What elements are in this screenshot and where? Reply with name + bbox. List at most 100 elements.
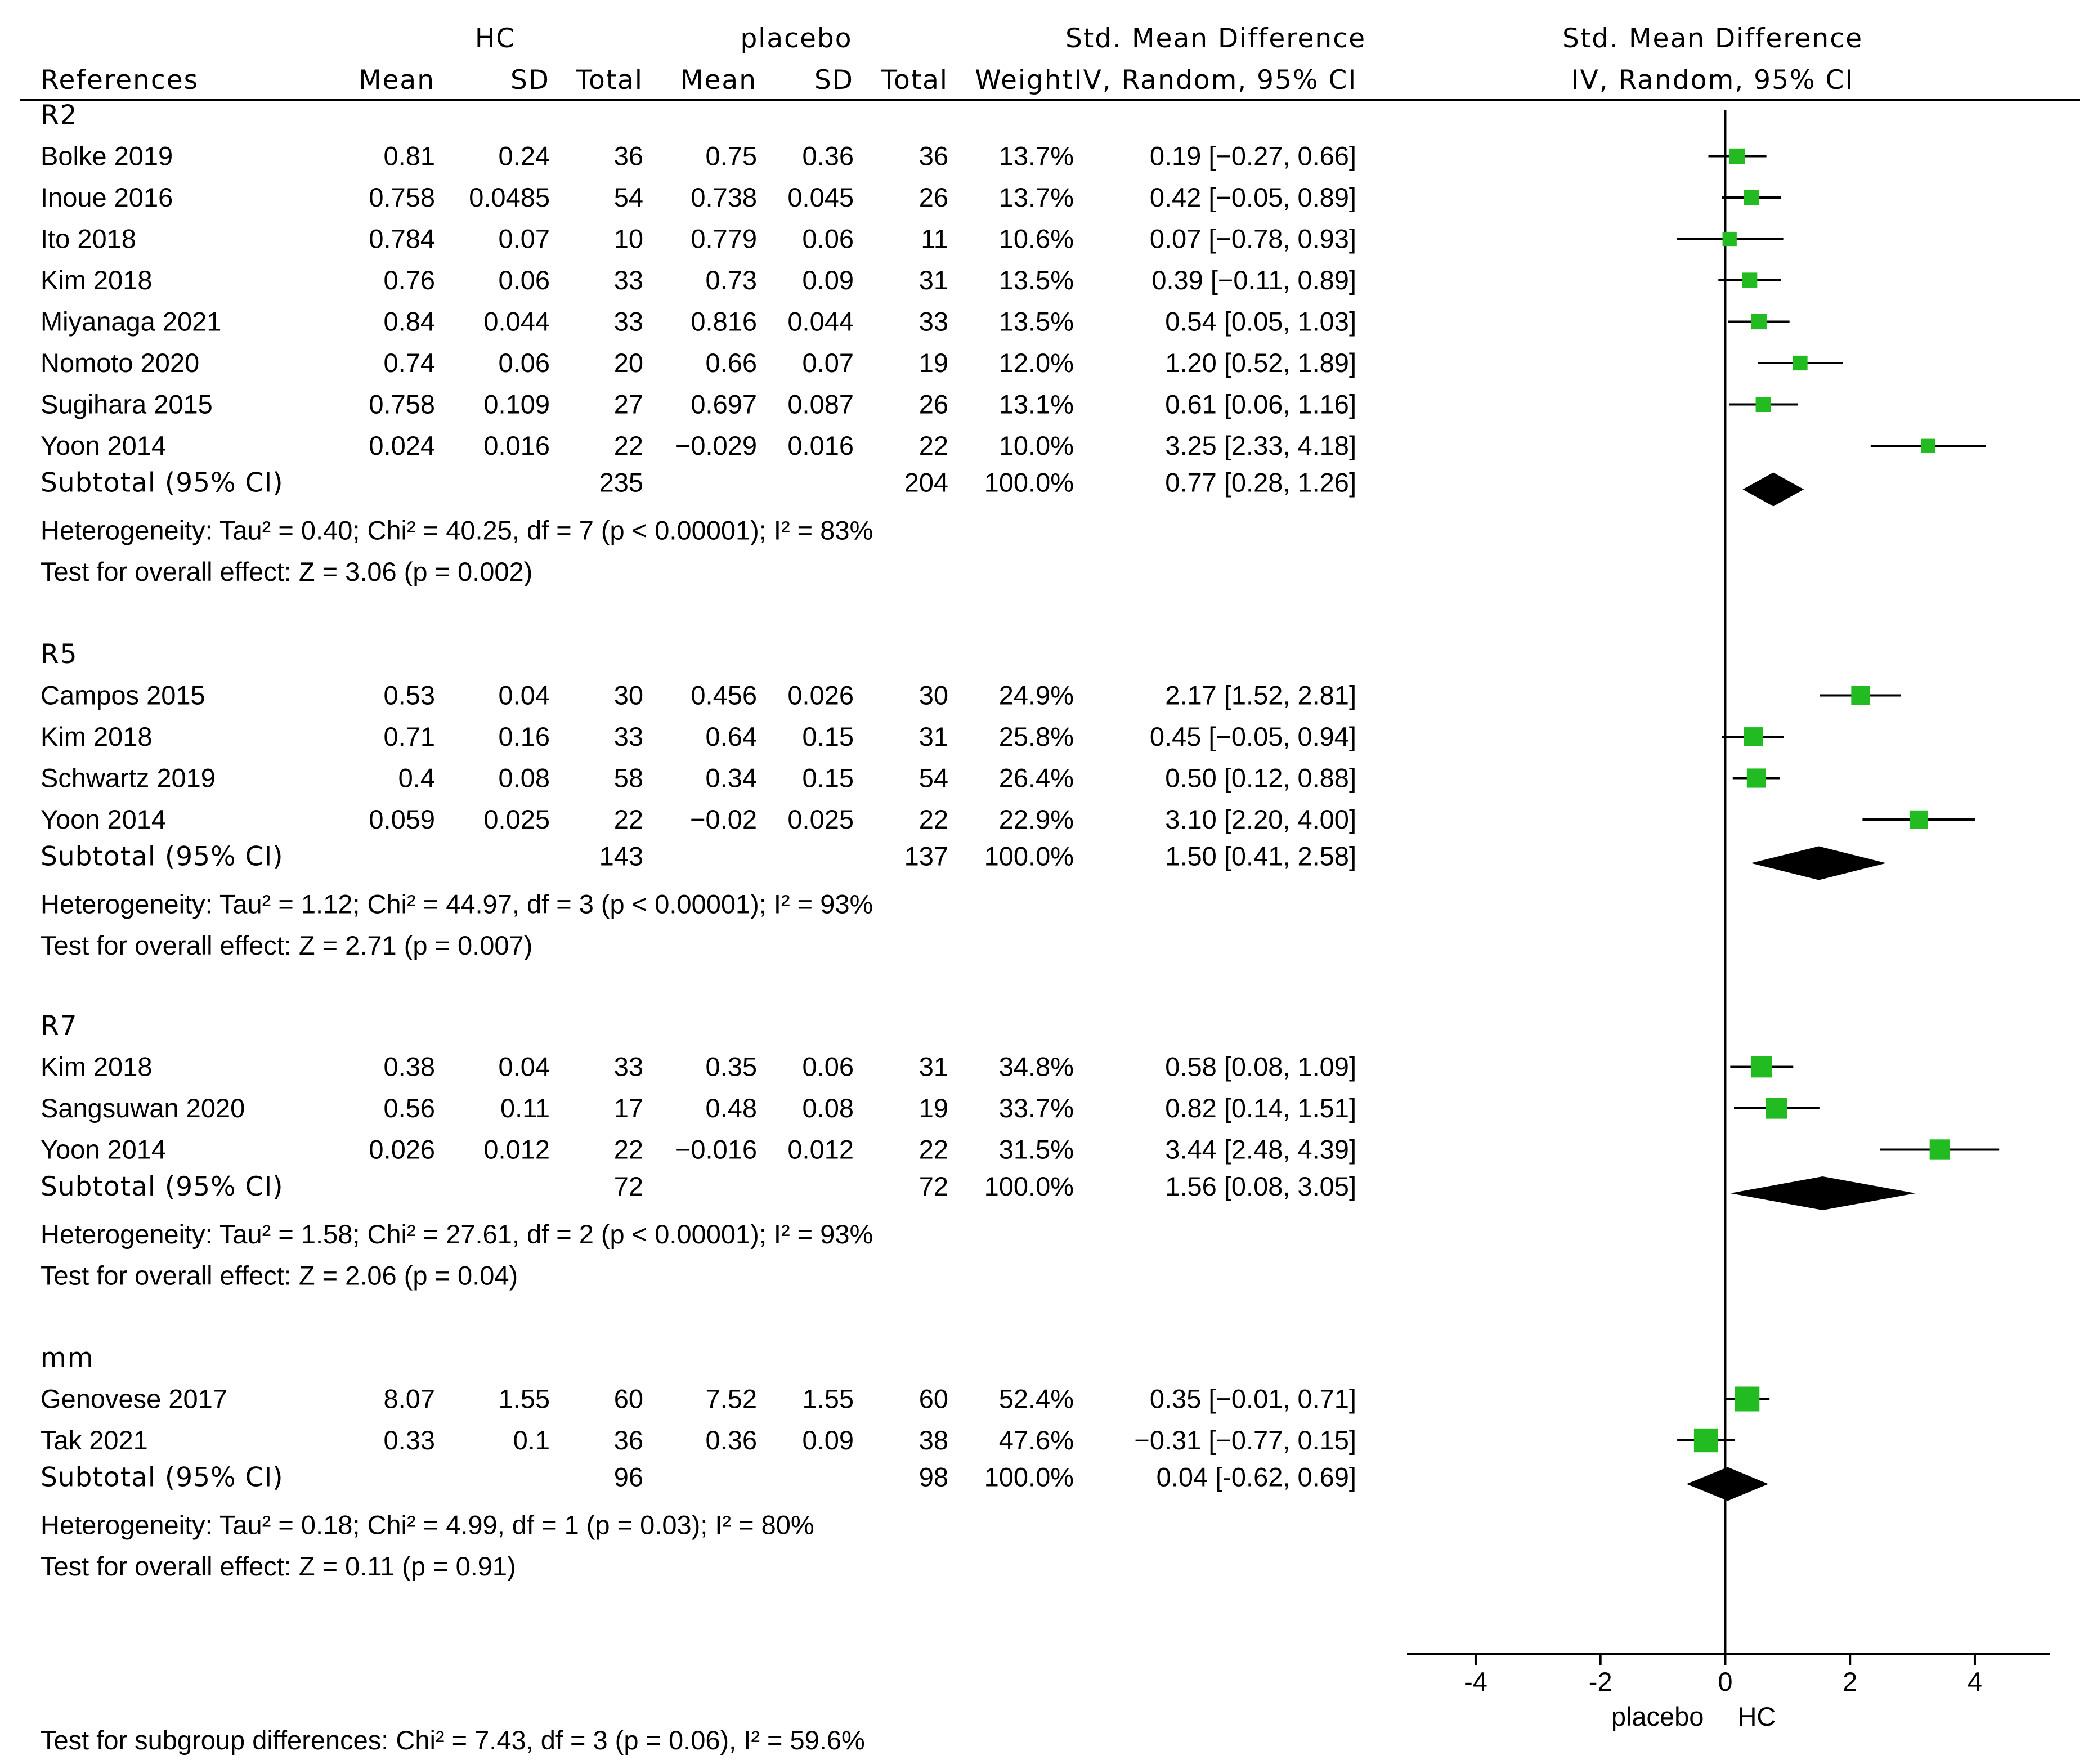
study-r7-3-placebo-sd: 0.012 [787, 1135, 854, 1165]
study-mm-2-placebo-sd: 0.09 [803, 1425, 854, 1455]
study-r2-1-hc-sd: 0.24 [499, 141, 550, 171]
study-r7-3-hc-mean: 0.026 [369, 1135, 435, 1165]
study-r2-5-hc-sd: 0.044 [483, 307, 550, 337]
study-r5-1-ci-text: 2.17 [1.52, 2.81] [1165, 680, 1356, 710]
study-r7-3-name: Yoon 2014 [41, 1135, 166, 1165]
study-r7-2-hc-mean: 0.56 [384, 1093, 435, 1123]
study-mm-1-ci-text: 0.35 [−0.01, 0.71] [1150, 1384, 1356, 1414]
study-r7-1-point [1750, 1056, 1772, 1078]
study-mm-1-point [1735, 1386, 1760, 1412]
study-r2-5-weight: 13.5% [999, 307, 1074, 337]
study-r2-2-point [1744, 190, 1759, 205]
study-r7-3-hc-sd: 0.012 [483, 1135, 550, 1165]
study-mm-1-hc-sd: 1.55 [499, 1384, 550, 1414]
subtotal-r2-hc-total: 235 [599, 468, 643, 498]
header-placebo-total: Total [880, 65, 948, 96]
study-r7-1-weight: 34.8% [999, 1052, 1074, 1082]
subtotal-r5-hc-total: 143 [599, 841, 643, 871]
study-r2-4-name: Kim 2018 [41, 265, 153, 295]
study-r5-2-weight: 25.8% [999, 722, 1074, 751]
study-r5-3-placebo-mean: 0.34 [706, 763, 757, 793]
study-r5-2-placebo-sd: 0.15 [803, 722, 854, 751]
subgroup-label-r7: R7 [41, 1010, 78, 1041]
subtotal-r7-weight: 100.0% [984, 1171, 1074, 1201]
study-r5-1-hc-sd: 0.04 [499, 680, 550, 710]
study-r5-2-name: Kim 2018 [41, 722, 153, 751]
subtotal-r5-diamond [1750, 846, 1887, 880]
study-r2-1-hc-mean: 0.81 [384, 141, 435, 171]
study-r7-3-placebo-mean: −0.016 [675, 1135, 757, 1165]
study-mm-2-placebo-mean: 0.36 [706, 1425, 757, 1455]
study-r5-4-hc-mean: 0.059 [369, 804, 435, 834]
study-r2-1-hc-total: 36 [614, 141, 643, 171]
subtotal-r5-ci-text: 1.50 [0.41, 2.58] [1165, 841, 1356, 871]
favours-right-label: HC [1737, 1702, 1776, 1731]
study-r2-8-placebo-mean: −0.029 [675, 431, 757, 460]
header-hc: HC [475, 23, 516, 54]
study-r5-2-hc-mean: 0.71 [384, 722, 435, 751]
subtotal-r2-ci-text: 0.77 [0.28, 1.26] [1165, 468, 1356, 498]
study-r2-6-placebo-total: 19 [919, 348, 948, 378]
study-r2-8-weight: 10.0% [999, 431, 1074, 460]
study-r2-2-hc-total: 54 [614, 182, 643, 212]
subtotal-mm-hc-total: 96 [614, 1462, 643, 1492]
study-r2-6-ci-text: 1.20 [0.52, 1.89] [1165, 348, 1356, 378]
study-r5-1-hc-mean: 0.53 [384, 680, 435, 710]
study-r2-6-placebo-mean: 0.66 [706, 348, 757, 378]
study-r7-2-placebo-mean: 0.48 [706, 1093, 757, 1123]
study-r2-8-placebo-sd: 0.016 [787, 431, 854, 460]
study-mm-2-placebo-total: 38 [919, 1425, 948, 1455]
study-r2-7-ci-text: 0.61 [0.06, 1.16] [1165, 389, 1356, 419]
study-r5-4-placebo-mean: −0.02 [690, 804, 757, 834]
study-r5-1-placebo-sd: 0.026 [787, 680, 854, 710]
study-r2-7-hc-mean: 0.758 [369, 389, 435, 419]
study-r2-1-name: Bolke 2019 [41, 141, 173, 171]
study-r7-1-hc-total: 33 [614, 1052, 643, 1082]
study-r2-3-weight: 10.6% [999, 224, 1074, 254]
study-r2-3-hc-sd: 0.07 [499, 224, 550, 254]
subtotal-r7-ci-text: 1.56 [0.08, 3.05] [1165, 1171, 1356, 1201]
study-r7-1-placebo-mean: 0.35 [706, 1052, 757, 1082]
subgroup-label-r2: R2 [41, 100, 78, 131]
study-r5-2-placebo-total: 31 [919, 722, 948, 751]
study-r5-4-placebo-total: 22 [919, 804, 948, 834]
study-r2-1-weight: 13.7% [999, 141, 1074, 171]
x-tick-label-3: 0 [1718, 1667, 1732, 1696]
study-r2-7-placebo-mean: 0.697 [691, 389, 757, 419]
study-r5-2-placebo-mean: 0.64 [706, 722, 757, 751]
study-r2-6-hc-sd: 0.06 [499, 348, 550, 378]
study-r5-3-placebo-sd: 0.15 [803, 763, 854, 793]
study-r5-3-name: Schwartz 2019 [41, 763, 216, 793]
study-r2-7-point [1755, 397, 1771, 412]
study-r7-3-hc-total: 22 [614, 1135, 643, 1165]
study-r7-1-placebo-total: 31 [919, 1052, 948, 1082]
study-r2-1-point [1729, 148, 1745, 164]
study-mm-2-weight: 47.6% [999, 1425, 1074, 1455]
study-r7-3-weight: 31.5% [999, 1135, 1074, 1165]
study-r2-2-placebo-mean: 0.738 [691, 182, 757, 212]
study-r2-2-hc-mean: 0.758 [369, 182, 435, 212]
study-mm-1-weight: 52.4% [999, 1384, 1074, 1414]
header-references: References [41, 65, 199, 96]
study-mm-1-hc-mean: 8.07 [384, 1384, 435, 1414]
study-r2-4-placebo-sd: 0.09 [803, 265, 854, 295]
study-r2-3-hc-mean: 0.784 [369, 224, 435, 254]
study-r2-1-placebo-mean: 0.75 [706, 141, 757, 171]
study-mm-2-point [1693, 1428, 1718, 1453]
x-tick-label-5: 4 [1968, 1667, 1982, 1696]
study-r2-8-hc-total: 22 [614, 431, 643, 460]
study-r5-1-point [1851, 686, 1870, 705]
study-r2-7-hc-sd: 0.109 [483, 389, 550, 419]
study-r2-3-placebo-mean: 0.779 [691, 224, 757, 254]
study-r7-3-placebo-total: 22 [919, 1135, 948, 1165]
overall-effect-r2: Test for overall effect: Z = 3.06 (p = 0… [41, 557, 532, 586]
study-r5-2-point [1744, 727, 1763, 746]
study-r2-8-point [1921, 438, 1935, 453]
study-r5-2-hc-total: 33 [614, 722, 643, 751]
study-r5-4-name: Yoon 2014 [41, 804, 166, 834]
x-tick-label-4: 2 [1843, 1667, 1857, 1696]
header-hc-mean: Mean [359, 65, 435, 96]
study-r5-3-weight: 26.4% [999, 763, 1074, 793]
subtotal-r2-label: Subtotal (95% CI) [41, 468, 284, 499]
study-r2-4-placebo-total: 31 [919, 265, 948, 295]
